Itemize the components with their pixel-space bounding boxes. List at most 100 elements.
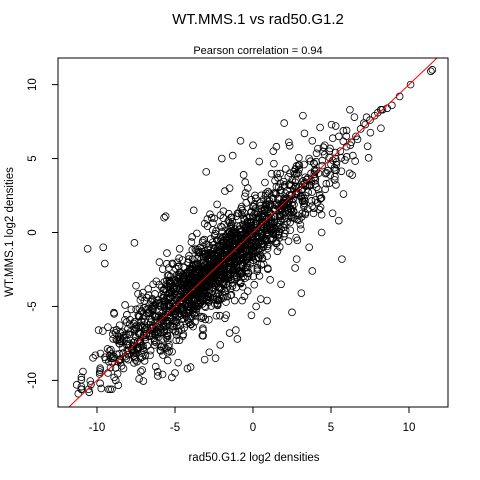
data-point [213, 246, 222, 255]
x-tick-label: -10 [89, 422, 106, 434]
data-point [316, 123, 324, 132]
data-point [332, 160, 341, 169]
data-point [203, 249, 212, 258]
data-point [280, 119, 289, 127]
data-point [286, 226, 295, 235]
data-point [305, 243, 313, 252]
data-point [295, 153, 303, 162]
data-point [144, 285, 153, 293]
data-point [267, 226, 275, 235]
chart-subtitle: Pearson correlation = 0.94 [193, 45, 322, 57]
data-point [153, 368, 162, 376]
data-point [171, 313, 180, 322]
data-point [130, 359, 138, 367]
data-point [74, 389, 83, 398]
data-point [212, 227, 220, 235]
data-point [427, 67, 435, 76]
data-point [253, 240, 262, 249]
data-point [332, 166, 340, 175]
data-point [183, 290, 191, 298]
data-point [194, 270, 203, 278]
data-point [236, 137, 245, 145]
data-point [160, 343, 168, 351]
data-point [291, 264, 299, 272]
data-point [97, 384, 106, 393]
data-point [224, 209, 233, 218]
data-point [285, 138, 293, 147]
data-point [103, 345, 112, 353]
data-point [162, 294, 171, 302]
data-point [218, 154, 226, 163]
data-point [298, 209, 306, 218]
data-point [130, 239, 139, 247]
data-point [216, 211, 225, 219]
data-point [191, 291, 200, 299]
data-point [284, 214, 293, 222]
data-point [223, 292, 232, 301]
data-point [123, 337, 131, 346]
data-point [179, 332, 187, 340]
data-point [241, 240, 250, 249]
data-point [146, 351, 154, 360]
x-tick-label: -5 [170, 422, 180, 434]
data-point [279, 177, 288, 186]
data-point [255, 157, 264, 166]
data-point [288, 308, 296, 317]
data-point [267, 169, 276, 178]
data-point [238, 296, 246, 305]
data-point [226, 227, 234, 236]
data-point [275, 220, 284, 229]
data-point [110, 326, 118, 335]
data-point [121, 301, 129, 309]
data-point [270, 159, 278, 168]
data-point [363, 142, 372, 151]
data-point [108, 385, 116, 394]
x-tick-label: 0 [250, 422, 256, 434]
data-point [220, 260, 229, 268]
data-point [277, 212, 285, 221]
data-point [342, 126, 351, 135]
data-point [163, 356, 172, 365]
data-point [261, 178, 269, 187]
data-point [154, 313, 163, 322]
data-point [364, 154, 373, 162]
data-point [85, 388, 93, 397]
data-point [277, 207, 285, 215]
data-point [348, 171, 357, 179]
data-point [247, 218, 255, 227]
data-point [249, 272, 258, 281]
data-point [261, 191, 270, 200]
data-point [247, 311, 256, 320]
x-axis-ticks: -10 -5 0 5 10 [89, 407, 416, 434]
data-point [146, 324, 155, 332]
data-point [275, 230, 283, 238]
data-point [228, 151, 237, 160]
data-point [243, 232, 251, 240]
data-point [225, 228, 233, 237]
data-point [164, 289, 173, 298]
data-point [238, 202, 246, 211]
x-tick-label: 10 [403, 422, 416, 434]
data-point [192, 308, 201, 316]
data-point [314, 185, 323, 194]
data-point [199, 331, 207, 340]
data-point [160, 213, 168, 222]
data-point [114, 381, 123, 390]
data-point [207, 214, 216, 222]
data-point [214, 261, 223, 270]
data-point [293, 215, 301, 224]
data-point [176, 277, 185, 286]
data-point [217, 285, 226, 294]
data-point [124, 355, 132, 364]
data-point [311, 167, 319, 176]
data-point [325, 179, 334, 187]
data-point [213, 236, 222, 245]
data-point [165, 294, 174, 302]
data-point [180, 310, 189, 318]
data-point [201, 303, 210, 312]
data-point [235, 225, 243, 234]
data-point [346, 141, 355, 149]
data-point [152, 277, 161, 286]
y-tick-label: 0 [27, 229, 39, 235]
